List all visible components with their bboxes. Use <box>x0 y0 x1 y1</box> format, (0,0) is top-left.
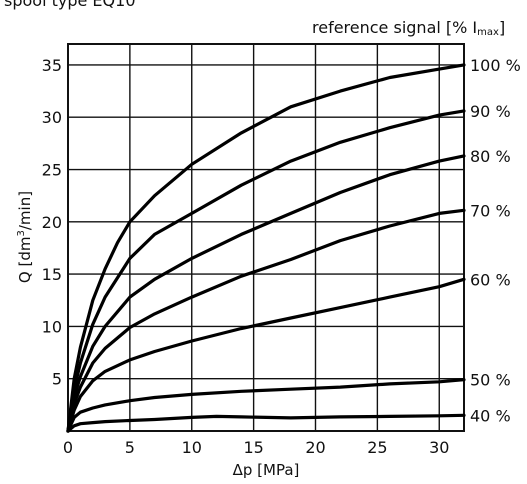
x-tick-label: 20 <box>305 438 325 457</box>
x-tick-label: 30 <box>429 438 449 457</box>
y-tick-label: 10 <box>42 317 62 336</box>
y-tick-label: 35 <box>42 56 62 75</box>
series-label: 70 % <box>470 201 511 220</box>
series-line <box>66 109 466 433</box>
y-tick-label: 25 <box>42 161 62 180</box>
x-tick-label: 0 <box>63 438 73 457</box>
series-line <box>66 154 466 433</box>
x-tick-label: 5 <box>125 438 135 457</box>
series-label: 50 % <box>470 371 511 390</box>
series-label: 90 % <box>470 102 511 121</box>
y-tick-label: 20 <box>42 213 62 232</box>
series-lines <box>66 63 466 433</box>
y-tick-label: 30 <box>42 108 62 127</box>
series-labels: 100 % 90 % 80 % 70 % 60 % 50 % 40 % <box>470 56 521 425</box>
series-line <box>66 277 466 433</box>
x-tick-label: 10 <box>182 438 202 457</box>
legend-title: reference signal [% Imax] <box>312 18 505 38</box>
y-tick-labels: 5 10 15 20 25 30 35 <box>42 56 62 389</box>
y-tick-label: 15 <box>42 265 62 284</box>
series-label: 80 % <box>470 147 511 166</box>
series-line <box>66 208 466 433</box>
series-label: 100 % <box>470 56 521 75</box>
grid-lines <box>68 44 464 431</box>
series-label: 60 % <box>470 270 511 289</box>
x-tick-labels: 0 5 10 15 20 25 30 <box>63 438 450 457</box>
series-line <box>66 63 466 433</box>
y-axis-label: Q [dm3/min] <box>16 191 34 283</box>
y-tick-label: 5 <box>52 370 62 389</box>
chart-title: spool type EQ10 <box>4 0 136 10</box>
plot-frame <box>67 43 465 432</box>
series-line <box>66 413 466 433</box>
x-tick-label: 25 <box>367 438 387 457</box>
x-axis-label: Δp [MPa] <box>233 461 300 479</box>
series-label: 40 % <box>470 406 511 425</box>
series-line <box>66 378 466 433</box>
x-tick-label: 15 <box>243 438 263 457</box>
